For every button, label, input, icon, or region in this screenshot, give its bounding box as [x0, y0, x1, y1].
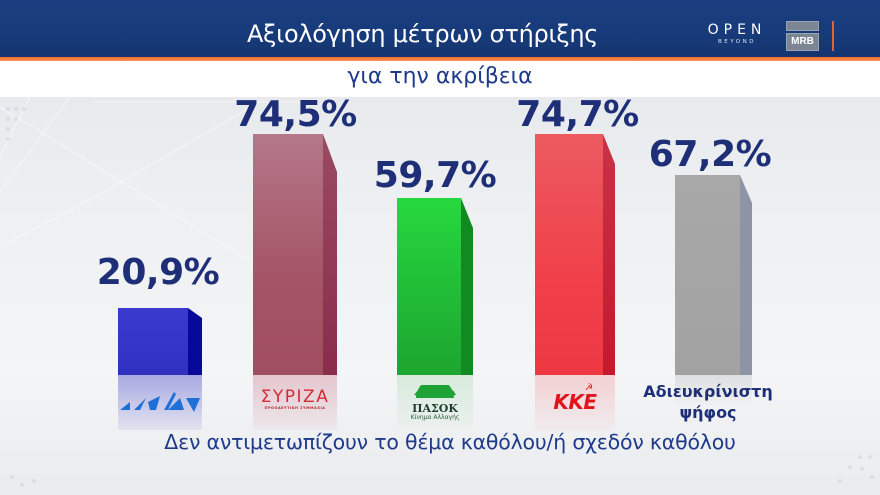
bar-value-syriza: 74,5% — [234, 94, 357, 135]
pasok-logo-subtext: Κίνημα Αλλαγής — [410, 414, 460, 421]
bar-side-nd — [188, 308, 202, 375]
chart-subtitle: για την ακρίβεια — [347, 64, 533, 89]
syriza-party-logo: ΣΥΡΙΖΑ ΠΡΟΟΔΕΥΤΙΚΗ ΣΥΜΜΑΧΙΑ — [248, 388, 342, 411]
pasok-sun-icon — [414, 379, 456, 398]
chart-footnote: Δεν αντιμετωπίζουν το θέμα καθόλου/ή σχε… — [164, 430, 736, 454]
bar-side-pasok — [461, 198, 473, 375]
undecided-label-line2: ψήφος — [679, 403, 737, 422]
bar-value-nd: 20,9% — [96, 252, 220, 293]
bar-front-kke — [535, 134, 603, 375]
kke-logo-text: ΚΚΕ — [553, 390, 597, 414]
bar-value-undecided: 67,2% — [648, 134, 772, 175]
bar-side-kke — [603, 134, 615, 375]
bar-reflection-undecided — [675, 375, 752, 405]
syriza-logo-subtext: ΠΡΟΟΔΕΥΤΙΚΗ ΣΥΜΜΑΧΙΑ — [264, 406, 326, 410]
nd-party-logo — [118, 388, 202, 414]
beyond-logo-text: BEYOND — [718, 39, 756, 45]
hammer-sickle-icon: ☭ — [584, 383, 594, 393]
pasok-logo-text: ΠΑΣΟΚ — [412, 402, 458, 415]
subtitle-band: για την ακρίβεια — [0, 61, 880, 97]
mrb-logo: MRB — [786, 21, 819, 51]
bar-front-nd — [118, 308, 188, 375]
undecided-label: Αδιευκρίνιστη ψήφος — [632, 381, 784, 423]
bar-side-syriza — [323, 134, 337, 375]
chart-title: Αξιολόγηση μέτρων στήριξης — [246, 20, 599, 48]
bar-value-pasok: 59,7% — [373, 155, 497, 196]
undecided-label-line1: Αδιευκρίνιστη — [643, 382, 773, 401]
kke-party-logo: ☭ ΚΚΕ — [535, 383, 615, 414]
accent-stripe — [0, 57, 880, 61]
pasok-party-logo: ΠΑΣΟΚ Κίνημα Αλλαγής — [397, 379, 473, 422]
bar-value-kke: 74,7% — [516, 94, 639, 135]
bar-front-undecided — [675, 175, 740, 375]
open-beyond-logo: OPEN BEYOND — [706, 23, 768, 51]
syriza-logo-text: ΣΥΡΙΖΑ — [260, 387, 330, 407]
mrb-logo-text: MRB — [786, 33, 819, 51]
nd-logo-icon — [120, 392, 200, 412]
mrb-logo-top-block — [786, 21, 819, 31]
bar-reflection-kke — [535, 375, 615, 430]
bar-front-syriza — [253, 134, 323, 375]
bar-front-pasok — [397, 198, 461, 375]
header-bar: Αξιολόγηση μέτρων στήριξης OPEN BEYOND M… — [0, 0, 880, 57]
bar-side-undecided — [740, 175, 752, 375]
bar-reflection-nd — [118, 375, 202, 430]
bar-reflection-syriza — [253, 375, 337, 430]
open-logo-text: OPEN — [707, 22, 767, 38]
logo-divider — [832, 21, 834, 51]
